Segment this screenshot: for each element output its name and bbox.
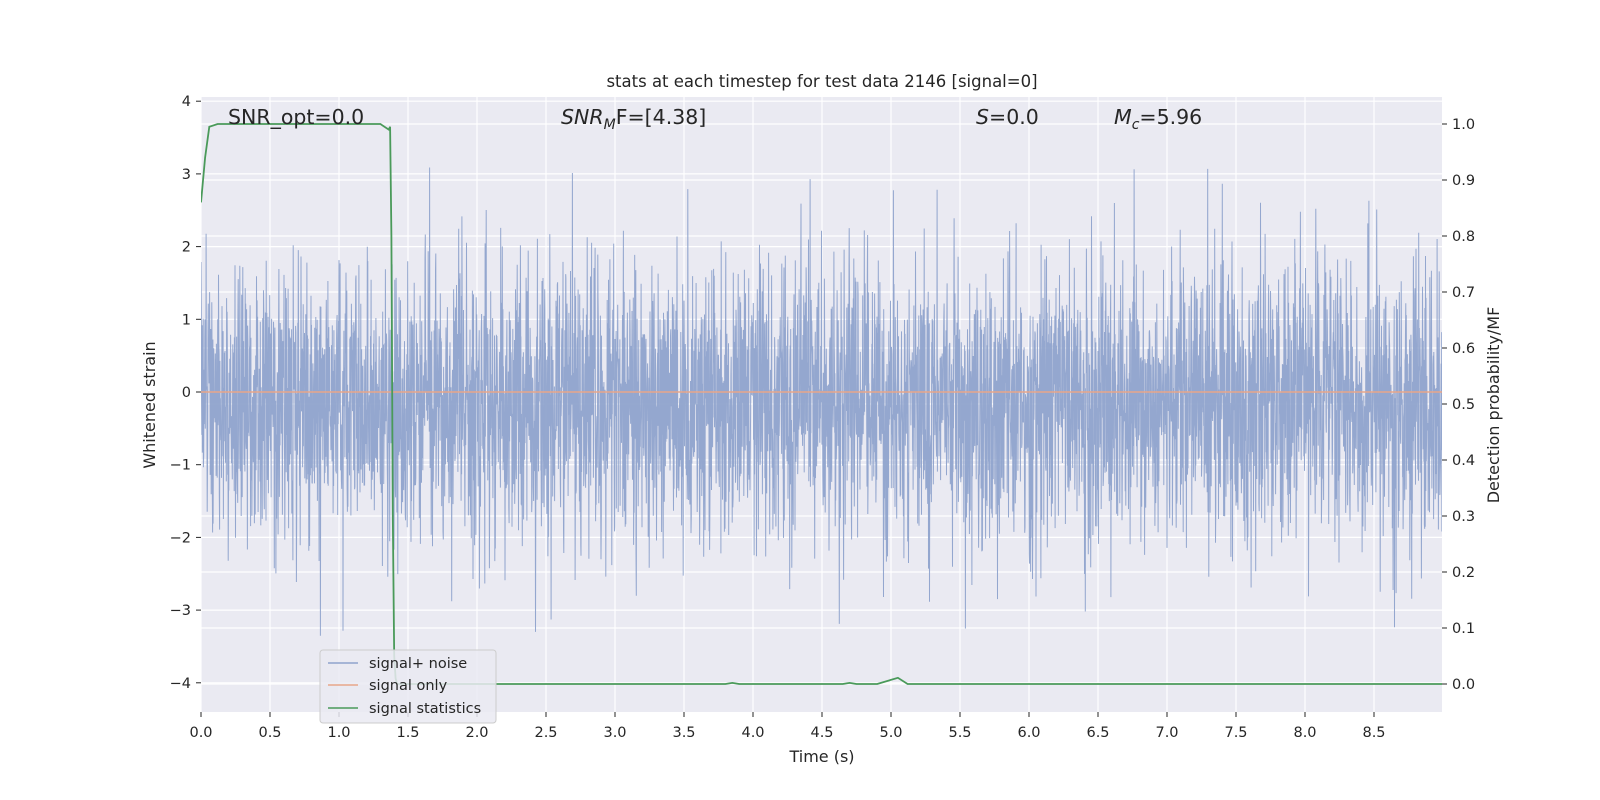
y-tick-label: 0: [182, 385, 191, 401]
chart-title: stats at each timestep for test data 214…: [606, 72, 1037, 91]
annotation-snr-mf-sub: M: [604, 117, 616, 133]
legend-entry-signal-statistics: signal statistics: [369, 701, 481, 717]
y2-tick-label: 0.9: [1452, 173, 1475, 189]
series-signal-noise-line: [201, 167, 1442, 636]
legend-entry-signal-only: signal only: [369, 678, 448, 694]
x-tick-label: 2.5: [534, 725, 557, 741]
y2-tick-label: 0.2: [1452, 565, 1475, 581]
annotations: SNR_opt=0.0 SNRMF=[4.38] S=0.0 Mc=5.96: [228, 105, 1202, 133]
x-axis-label: Time (s): [788, 747, 854, 766]
x-tick-label: 3.5: [672, 725, 695, 741]
y2-tick-label: 0.6: [1452, 341, 1475, 357]
x-tick-label: 4.5: [810, 725, 833, 741]
y2-tick-label: 0.1: [1452, 621, 1475, 637]
annotation-s-stat: S=0.0: [976, 105, 1039, 129]
y-tick-label: −2: [170, 530, 191, 546]
x-tick-label: 5.5: [948, 725, 971, 741]
annotation-snr-mf-rest: F=[4.38]: [616, 105, 707, 129]
annotation-s-stat-rest: =0.0: [989, 105, 1039, 129]
x-tick-label: 6.5: [1086, 725, 1109, 741]
y-tick-label: 2: [182, 240, 191, 256]
y-tick-label: −4: [170, 676, 191, 692]
x-tick-label: 3.0: [603, 725, 626, 741]
annotation-mc-rest: =5.96: [1139, 105, 1202, 129]
y-tick-label: 4: [182, 94, 191, 110]
y-tick-label: −1: [170, 458, 191, 474]
legend-entry-signal-noise: signal+ noise: [369, 656, 467, 672]
y-axis-label: Whitened strain: [140, 341, 159, 468]
y-tick-label: 1: [182, 312, 191, 328]
plot-series: [201, 123, 1442, 685]
annotation-snr-mf: SNRMF=[4.38]: [561, 105, 706, 133]
x-tick-label: 0.5: [258, 725, 281, 741]
y-tick-label: 3: [182, 167, 191, 183]
y2-tick-label: 0.0: [1452, 677, 1475, 693]
x-tick-label: 8.5: [1362, 725, 1385, 741]
annotation-s-stat-base: S: [976, 105, 989, 129]
series-signal-statistics-line: [201, 123, 1442, 685]
legend: signal+ noise signal only signal statist…: [319, 649, 497, 724]
x-tick-label: 1.0: [327, 725, 350, 741]
x-tick-label: 1.5: [396, 725, 419, 741]
y2-tick-label: 0.3: [1452, 509, 1475, 525]
annotation-mc: Mc=5.96: [1114, 105, 1202, 133]
y2-tick-label: 0.8: [1452, 229, 1475, 245]
y2-tick-label: 0.7: [1452, 285, 1475, 301]
x-tick-label: 7.5: [1224, 725, 1247, 741]
y2-axis-label: Detection probability/MF: [1484, 307, 1503, 504]
annotation-mc-sub: c: [1132, 117, 1140, 133]
annotation-snr-mf-base: SNR: [561, 105, 604, 129]
x-tick-label: 8.0: [1293, 725, 1316, 741]
annotation-mc-base: M: [1114, 105, 1132, 129]
x-tick-label: 2.0: [465, 725, 488, 741]
y2-tick-label: 0.4: [1452, 453, 1475, 469]
legend-box: [319, 649, 497, 724]
x-tick-label: 6.0: [1017, 725, 1040, 741]
x-tick-label: 5.0: [879, 725, 902, 741]
x-tick-label: 0.0: [189, 725, 212, 741]
y2-tick-label: 0.5: [1452, 397, 1475, 413]
annotation-snr-opt: SNR_opt=0.0: [228, 105, 364, 130]
x-tick-label: 4.0: [741, 725, 764, 741]
x-tick-label: 7.0: [1155, 725, 1178, 741]
tick-labels: 0.0 0.5 1.0 1.5 2.0 2.5 3.0 3.5 4.0 4.5 5.0 5.5 6.0 6…: [170, 94, 1475, 741]
y-tick-label: −3: [170, 603, 191, 619]
y2-tick-label: 1.0: [1452, 117, 1475, 133]
